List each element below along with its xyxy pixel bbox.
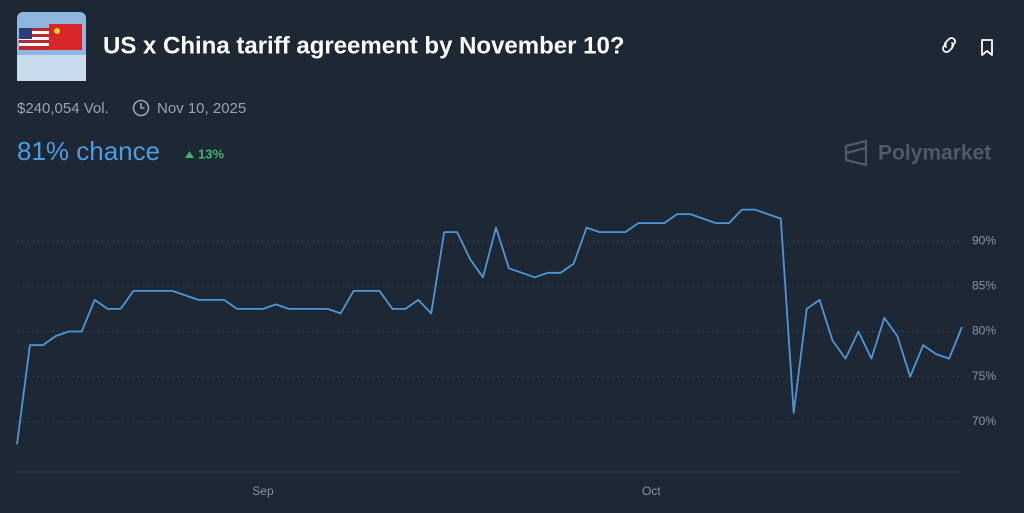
y-tick-label: 90%: [972, 233, 996, 247]
end-date: Nov 10, 2025: [157, 100, 246, 117]
chance: 81% chance: [17, 136, 160, 166]
bookmark-button[interactable]: [981, 39, 993, 56]
change: 13%: [198, 146, 224, 161]
x-tick-label: Oct: [642, 484, 661, 498]
x-tick-label: Sep: [252, 484, 274, 498]
brand-name: Polymarket: [878, 142, 991, 165]
link-button[interactable]: [942, 37, 956, 53]
price-line: [16, 208, 963, 445]
market-image: [17, 12, 86, 81]
volume: $240,054 Vol.: [17, 100, 109, 117]
y-tick-label: 70%: [972, 414, 996, 428]
y-tick-label: 75%: [972, 369, 996, 383]
change-arrow: [185, 151, 194, 158]
y-tick-label: 80%: [972, 324, 996, 338]
market-title: US x China tariff agreement by November …: [103, 32, 624, 59]
clock-icon: [132, 99, 150, 117]
brand-logo: [844, 139, 868, 167]
y-tick-label: 85%: [972, 279, 996, 293]
